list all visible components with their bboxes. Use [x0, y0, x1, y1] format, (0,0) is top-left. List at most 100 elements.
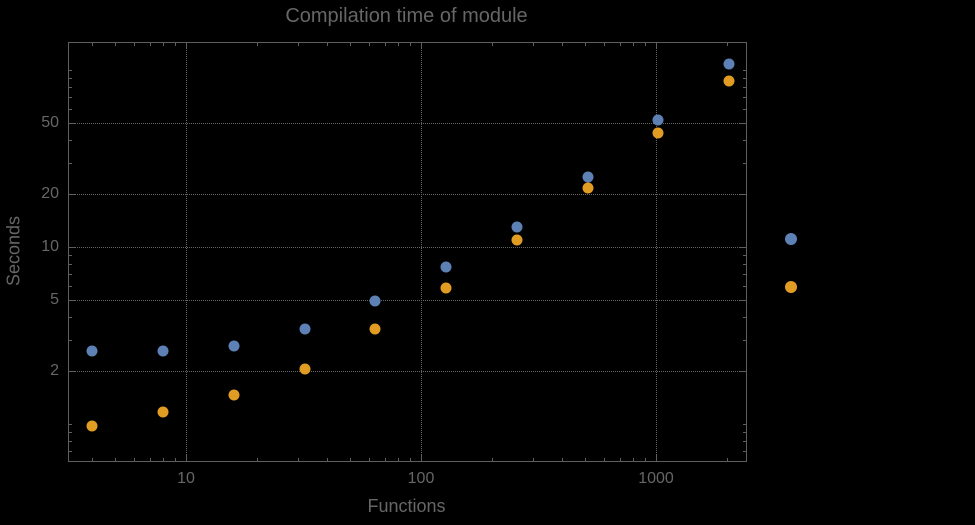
- x-tick-mark: [421, 455, 422, 461]
- y-minor-tick-mark: [69, 339, 72, 341]
- y-axis-label: Seconds: [3, 215, 24, 287]
- x-minor-tick-mark: [175, 43, 177, 46]
- x-minor-tick-mark: [384, 43, 386, 46]
- data-point-series-2: [228, 389, 240, 401]
- x-minor-tick-mark: [368, 43, 370, 46]
- x-minor-tick-mark: [163, 43, 165, 46]
- x-minor-tick-mark: [384, 458, 386, 461]
- y-minor-tick-mark: [69, 286, 72, 288]
- y-minor-tick-mark: [743, 162, 746, 164]
- x-minor-tick-mark: [133, 458, 135, 461]
- plot-area: 10 100 1000 2 5 10 20 50: [41, 42, 747, 487]
- y-minor-tick-mark: [69, 441, 72, 443]
- x-minor-tick-mark: [256, 43, 258, 46]
- y-minor-tick-mark: [743, 264, 746, 266]
- x-minor-tick-mark: [175, 458, 177, 461]
- y-minor-tick-mark: [743, 432, 746, 434]
- x-minor-tick-mark: [350, 43, 352, 46]
- y-minor-tick-mark: [69, 451, 72, 453]
- y-tick-mark: [69, 123, 75, 125]
- data-point-series-2: [723, 75, 735, 87]
- y-minor-tick-mark: [743, 255, 746, 257]
- x-tick-mark: [421, 43, 422, 49]
- data-point-series-1: [299, 323, 311, 335]
- y-minor-tick-mark: [743, 424, 746, 425]
- y-gridline: [69, 193, 746, 195]
- y-minor-tick-mark: [743, 109, 746, 111]
- x-minor-tick-mark: [149, 458, 151, 461]
- data-point-series-1: [440, 261, 452, 273]
- x-tick-mark: [655, 43, 657, 49]
- y-tick-mark: [740, 300, 746, 302]
- y-tick-label: 10: [41, 237, 59, 255]
- y-minor-tick-mark: [743, 97, 746, 99]
- x-minor-tick-mark: [533, 43, 535, 46]
- y-gridline: [69, 370, 746, 372]
- x-gridline: [421, 43, 422, 461]
- x-minor-tick-mark: [115, 458, 117, 461]
- y-minor-tick-mark: [69, 424, 72, 425]
- x-minor-tick-mark: [92, 458, 94, 461]
- x-minor-tick-mark: [619, 458, 621, 461]
- x-tick-mark: [186, 43, 187, 49]
- y-tick-label: 20: [41, 184, 59, 202]
- x-minor-tick-mark: [368, 458, 370, 461]
- x-minor-tick-mark: [645, 458, 647, 461]
- y-minor-tick-mark: [69, 140, 72, 142]
- x-minor-tick-mark: [491, 43, 493, 46]
- x-minor-tick-mark: [603, 43, 605, 46]
- y-gridline: [69, 246, 746, 248]
- y-tick-mark: [740, 246, 746, 248]
- data-point-series-1: [582, 171, 594, 183]
- x-tick-mark: [186, 455, 187, 461]
- y-tick-mark: [69, 370, 75, 372]
- y-tick-mark: [740, 193, 746, 195]
- x-minor-tick-mark: [133, 43, 135, 46]
- x-minor-tick-mark: [645, 43, 647, 46]
- y-minor-tick-mark: [743, 69, 746, 71]
- legend: [785, 233, 797, 293]
- x-minor-tick-mark: [585, 458, 587, 461]
- y-tick-label: 5: [50, 291, 59, 309]
- x-minor-tick-mark: [350, 458, 352, 461]
- data-point-series-1: [86, 345, 98, 357]
- data-point-series-2: [652, 127, 664, 139]
- x-minor-tick-mark: [633, 458, 635, 461]
- x-gridline: [186, 43, 187, 461]
- data-point-series-1: [723, 58, 735, 70]
- x-minor-tick-mark: [149, 43, 151, 46]
- data-point-series-2: [582, 182, 594, 194]
- y-minor-tick-mark: [743, 87, 746, 89]
- x-minor-tick-mark: [115, 43, 117, 46]
- y-minor-tick-mark: [743, 78, 746, 80]
- x-gridline: [655, 43, 657, 461]
- legend-marker-series-2: [785, 281, 797, 293]
- x-tick-label: 1000: [638, 470, 674, 487]
- y-minor-tick-mark: [69, 109, 72, 111]
- y-minor-tick-mark: [743, 317, 746, 319]
- data-point-series-1: [157, 345, 169, 357]
- x-tick-mark: [655, 455, 657, 461]
- x-tick-label: 100: [407, 470, 435, 487]
- y-tick-mark: [740, 370, 746, 372]
- x-minor-tick-mark: [619, 43, 621, 46]
- data-point-series-2: [299, 363, 311, 375]
- x-minor-tick-mark: [327, 43, 329, 46]
- data-point-series-1: [369, 295, 381, 307]
- x-axis-label: Functions: [367, 496, 446, 516]
- x-minor-tick-mark: [92, 43, 94, 46]
- y-minor-tick-mark: [69, 255, 72, 257]
- y-minor-tick-mark: [69, 317, 72, 319]
- y-minor-tick-mark: [743, 441, 746, 443]
- x-minor-tick-mark: [163, 458, 165, 461]
- x-minor-tick-mark: [533, 458, 535, 461]
- x-minor-tick-mark: [398, 458, 400, 461]
- x-minor-tick-mark: [585, 43, 587, 46]
- x-minor-tick-mark: [726, 458, 728, 461]
- x-minor-tick-mark: [256, 458, 258, 461]
- data-point-series-1: [228, 340, 240, 352]
- x-minor-tick-mark: [410, 43, 412, 46]
- y-minor-tick-mark: [69, 432, 72, 434]
- data-point-series-1: [652, 114, 664, 126]
- y-tick-label: 2: [50, 361, 59, 379]
